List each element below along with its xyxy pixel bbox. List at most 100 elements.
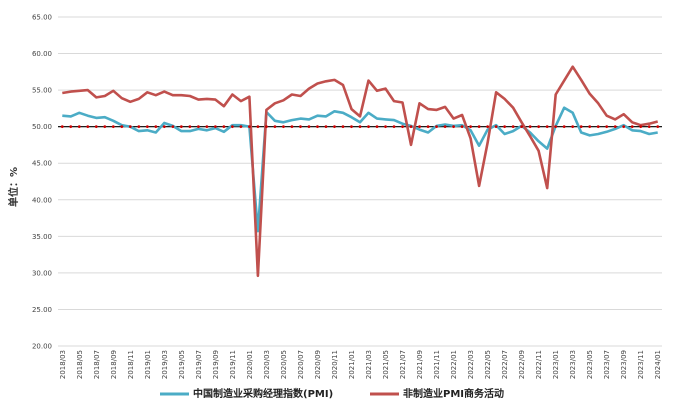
threshold-dot [69,125,73,129]
x-tick-label: 2024/01 [654,350,662,379]
threshold-dot [171,125,175,129]
threshold-dot [128,125,132,129]
threshold-dot [299,125,302,129]
threshold-dot [230,125,234,129]
x-tick-label: 2018/07 [93,350,101,379]
x-tick-label: 2020/05 [280,350,288,379]
threshold-dot [494,125,498,129]
threshold-dot [622,125,626,129]
threshold-dot [239,125,243,129]
threshold-dot [120,125,124,129]
x-tick-label: 2018/09 [110,350,118,379]
x-axis-tick-labels: 2018/03 2018/05 2018/07 2018/09 2018/11 2019/… [59,350,662,379]
threshold-dot [401,125,404,129]
threshold-dot [60,125,64,129]
x-tick-label: 2022/01 [450,350,458,379]
threshold-dot [511,125,515,129]
y-tick-label: 55.00 [32,87,52,95]
threshold-dot [562,125,566,129]
threshold-dot [213,125,217,129]
y-tick-label: 20.00 [32,343,52,351]
y-tick-label: 65.00 [32,14,52,22]
x-tick-label: 2022/05 [484,350,492,379]
x-tick-label: 2018/05 [76,350,84,379]
threshold-dot [537,125,541,129]
x-tick-label: 2019/05 [178,350,186,379]
threshold-dot [520,125,524,129]
threshold-dot [426,125,430,129]
y-tick-label: 25.00 [32,306,52,314]
threshold-dot [111,125,115,129]
y-tick-label: 50.00 [32,123,52,131]
x-tick-label: 2020/11 [331,350,339,379]
x-tick-label: 2020/07 [297,350,305,379]
threshold-dot [248,125,251,129]
threshold-dot [647,125,651,129]
threshold-dot [154,125,158,129]
x-tick-label: 2023/11 [637,350,645,379]
x-tick-label: 2021/01 [348,350,356,379]
threshold-dot [222,125,226,129]
threshold-dot [324,125,328,129]
threshold-dot [341,125,345,129]
x-tick-label: 2020/09 [314,350,322,379]
threshold-dot [639,125,643,129]
x-tick-label: 2023/01 [552,350,560,379]
y-tick-label: 40.00 [32,196,52,204]
threshold-dot [273,125,277,129]
y-axis-tick-labels: 20.00 25.00 30.00 35.00 40.00 45.00 50.00 55.00… [32,14,52,351]
threshold-dot [145,125,149,129]
x-tick-label: 2021/03 [365,350,373,379]
x-tick-label: 2023/03 [569,350,577,379]
x-tick-label: 2019/01 [144,350,152,379]
x-tick-label: 2021/05 [382,350,390,379]
threshold-dot [409,125,413,129]
y-tick-label: 30.00 [32,269,52,277]
threshold-dot [384,125,387,129]
threshold-dot [452,125,455,129]
threshold-dot [188,125,192,129]
threshold-dot [316,125,319,129]
y-tick-label: 45.00 [32,160,52,168]
x-tick-label: 2022/11 [535,350,543,379]
legend-label-non-manufacturing: 非制造业PMI商务活动 [403,387,504,400]
threshold-dot [86,125,90,129]
x-tick-label: 2022/09 [518,350,526,379]
x-tick-label: 2022/07 [501,350,509,379]
threshold-dot [545,125,549,129]
threshold-dot [358,125,362,129]
threshold-dot [477,125,481,129]
x-tick-label: 2019/03 [161,350,169,379]
threshold-dot [528,125,532,129]
x-tick-label: 2019/11 [229,350,237,379]
threshold-dot [94,125,98,129]
legend: 中国制造业采购经理指数(PMI) 非制造业PMI商务活动 [160,387,504,400]
x-tick-label: 2019/09 [212,350,220,379]
x-tick-label: 2022/03 [467,350,475,379]
x-tick-label: 2020/03 [263,350,271,379]
threshold-50-dots [60,125,660,129]
threshold-dot [162,125,166,129]
threshold-dot [469,125,472,129]
threshold-dot [656,125,660,129]
threshold-dot [588,125,592,129]
threshold-dot [554,125,558,129]
threshold-dot [596,125,600,129]
x-tick-label: 2023/09 [620,350,628,379]
threshold-dot [613,125,617,129]
y-tick-label: 60.00 [32,50,52,58]
threshold-dot [256,125,260,129]
threshold-dot [350,125,353,129]
x-tick-label: 2021/09 [416,350,424,379]
legend-label-pmi: 中国制造业采购经理指数(PMI) [193,387,333,400]
threshold-dot [630,125,634,129]
threshold-dot [265,125,268,129]
threshold-dot [307,125,311,129]
threshold-dot [290,125,294,129]
threshold-dot [333,125,336,129]
threshold-dot [392,125,396,129]
x-tick-label: 2018/11 [127,350,135,379]
series-line-1 [62,65,659,278]
x-tick-label: 2019/07 [195,350,203,379]
